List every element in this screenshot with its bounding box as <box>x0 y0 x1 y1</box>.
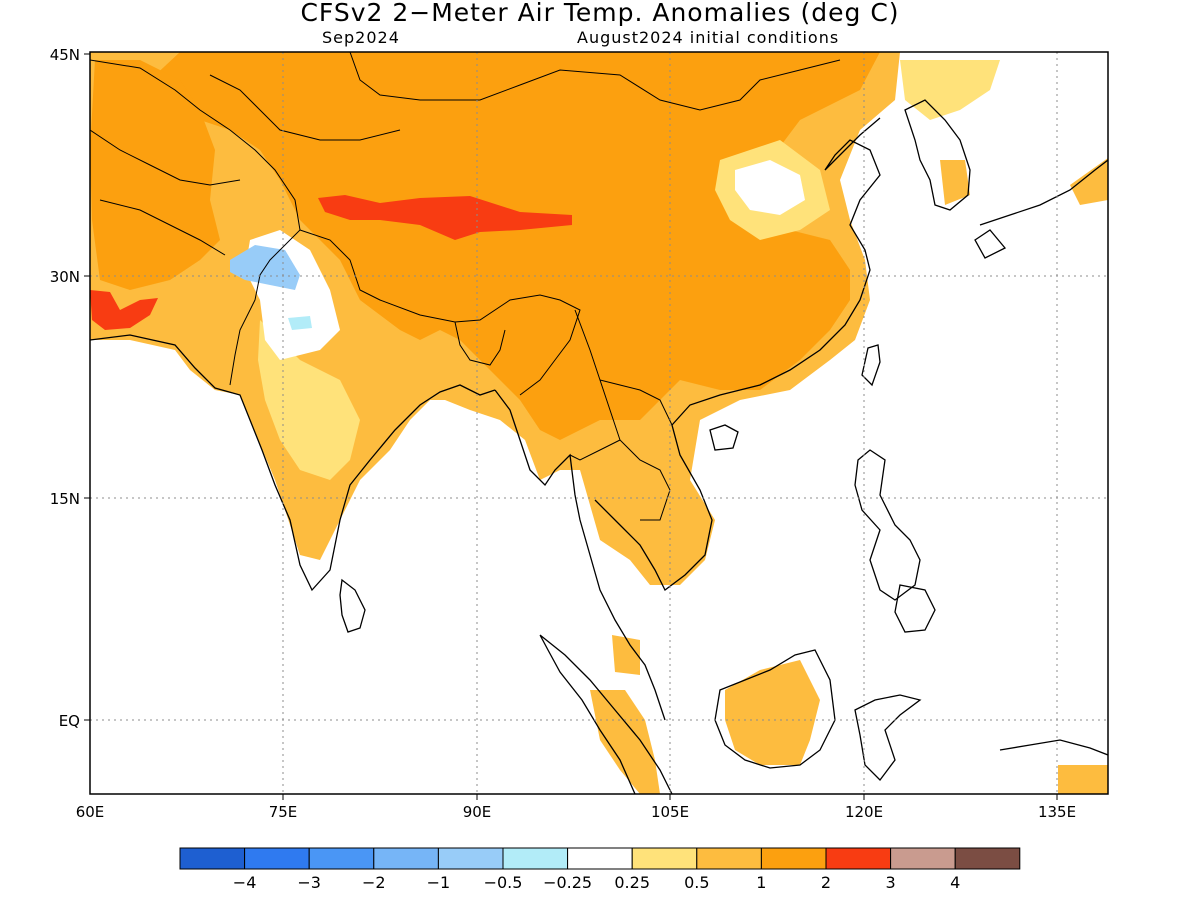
lon-label-135e: 135E <box>1038 803 1076 821</box>
latitude-axis: 45N 30N 15N EQ <box>50 46 90 730</box>
colorbar-tick-label: −0.25 <box>543 873 592 892</box>
lon-label-105e: 105E <box>651 803 689 821</box>
initial-conditions: August2024 initial conditions <box>577 28 840 47</box>
coastline-japan <box>974 159 1108 259</box>
lon-label-60e: 60E <box>76 803 105 821</box>
anomaly-region-red <box>318 195 572 240</box>
map-title: CFSv2 2−Meter Air Temp. Anomalies (deg C… <box>300 0 900 27</box>
colorbar-labels: −4 −3 −2 −1 −0.5 −0.25 0.25 0.5 1 2 3 4 <box>233 873 960 892</box>
colorbar-swatch <box>825 847 892 870</box>
coastline-sumatra <box>539 634 673 794</box>
anomaly-region-light-orange <box>725 660 820 765</box>
anomaly-region-light-orange <box>612 635 640 675</box>
colorbar-tick-label: 1 <box>756 873 766 892</box>
lon-label-90e: 90E <box>463 803 492 821</box>
colorbar-swatch <box>244 847 310 870</box>
anomaly-region-light-orange <box>1058 765 1108 794</box>
colorbar-tick-label: −1 <box>427 873 451 892</box>
lat-label-45n: 45N <box>50 46 80 64</box>
forecast-month: Sep2024 <box>322 28 400 47</box>
coastline-philippines <box>854 449 921 601</box>
coastline-sri-lanka <box>339 578 366 633</box>
colorbar-swatch <box>760 847 827 870</box>
longitude-axis: 60E 75E 90E 105E 120E 135E <box>76 794 1076 821</box>
colorbar-tick-label: −2 <box>362 873 386 892</box>
colorbar-swatch <box>567 847 633 870</box>
anomaly-region-light-orange <box>1070 158 1108 205</box>
colorbar-tick-label: −4 <box>233 873 257 892</box>
anomaly-region-orange <box>150 52 880 440</box>
colorbar-swatches <box>179 847 1021 870</box>
lon-label-75e: 75E <box>269 803 298 821</box>
coastline-taiwan <box>861 344 881 387</box>
anomaly-region-white <box>735 160 805 215</box>
anomaly-region-yellow <box>900 60 1000 120</box>
colorbar-tick-label: −0.5 <box>484 873 523 892</box>
graticule <box>90 52 1108 794</box>
lat-label-30n: 30N <box>50 268 80 286</box>
border-central-asia <box>90 52 841 386</box>
coastline-indochina-east <box>594 117 881 591</box>
anomaly-region-light-orange <box>590 690 660 794</box>
colorbar-swatch <box>437 847 504 870</box>
anomaly-field <box>90 52 1108 794</box>
colorbar-swatch <box>954 847 1021 870</box>
colorbar-tick-label: 3 <box>886 873 896 892</box>
anomaly-region-light-orange <box>940 160 970 205</box>
lon-label-120e: 120E <box>845 803 883 821</box>
coastline-mainland-southeast-asia <box>494 389 666 721</box>
border-indochina <box>569 309 673 521</box>
colorbar-tick-label: −3 <box>297 873 321 892</box>
colorbar-tick-label: 0.25 <box>614 873 650 892</box>
coastline-india <box>90 334 496 592</box>
colorbar-tick-label: 0.5 <box>684 873 709 892</box>
colorbar-swatch <box>373 847 439 870</box>
colorbar-tick-label: 2 <box>821 873 831 892</box>
coastline-hainan <box>709 424 739 451</box>
lat-label-eq: EQ <box>59 712 80 730</box>
map-frame <box>89 51 1109 795</box>
anomaly-region-orange <box>90 60 220 290</box>
colorbar-legend: −4 −3 −2 −1 −0.5 −0.25 0.25 0.5 1 2 3 4 <box>179 847 1021 892</box>
anomaly-region-light-blue <box>288 316 312 330</box>
colorbar-swatch <box>179 847 246 870</box>
coastline-new-guinea <box>999 739 1108 756</box>
coastline-mindanao <box>894 584 936 633</box>
coastline-korea <box>904 99 971 211</box>
colorbar-swatch <box>631 847 698 870</box>
coastlines <box>90 52 1108 794</box>
coastline-sulawesi <box>854 694 922 781</box>
border-himalaya <box>299 229 581 396</box>
lat-label-15n: 15N <box>50 490 80 508</box>
colorbar-tick-label: 4 <box>950 873 960 892</box>
colorbar-swatch <box>308 847 375 870</box>
coastline-borneo <box>714 649 836 769</box>
anomaly-region-red <box>90 290 158 330</box>
colorbar-swatch <box>502 847 569 870</box>
colorbar-swatch <box>890 847 956 870</box>
colorbar-swatch <box>696 847 762 870</box>
